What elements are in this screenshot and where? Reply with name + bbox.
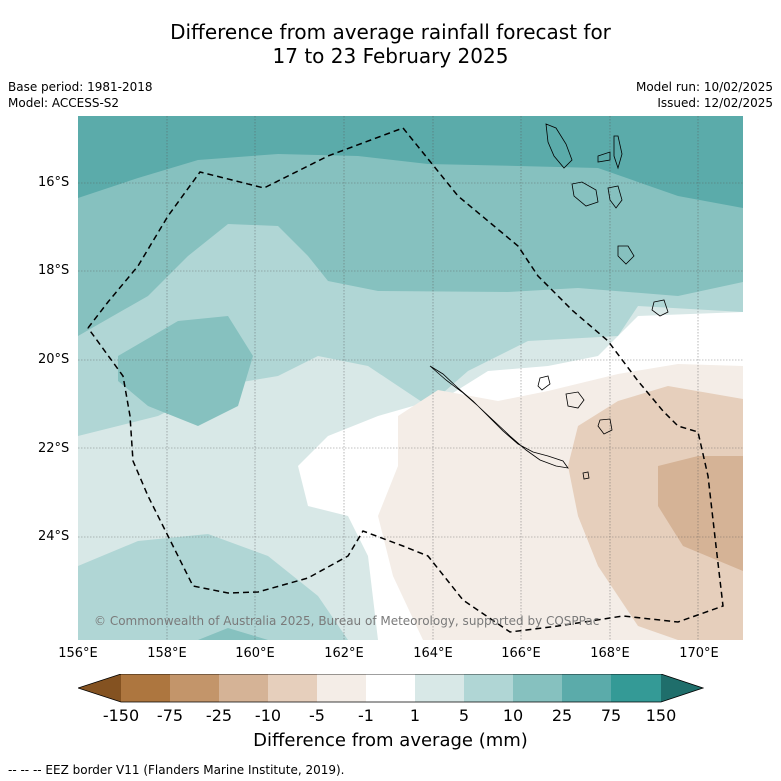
- colorbar-swatch-0: [78, 674, 121, 702]
- loyalty-island-1: [537, 375, 551, 391]
- colorbar-swatch-7: [415, 674, 464, 702]
- map-panel: © Commonwealth of Australia 2025, Bureau…: [78, 116, 743, 640]
- vanuatu-island-2: [571, 181, 599, 207]
- colorbar-swatch-6: [366, 674, 415, 702]
- title-line-1: Difference from average rainfall forecas…: [170, 20, 611, 44]
- eez-border: [87, 127, 724, 633]
- colorbar-tick: 150: [645, 706, 677, 725]
- issued-text: Issued: 12/02/2025: [657, 96, 773, 110]
- colorbar-swatch-3: [219, 674, 268, 702]
- lon-label-166e: 166°E: [501, 646, 541, 661]
- lon-label-160e: 160°E: [235, 646, 275, 661]
- lon-label-170e: 170°E: [679, 646, 719, 661]
- isolated-island: [582, 471, 590, 480]
- band-25-75-west: [118, 316, 253, 426]
- title-line-2: 17 to 23 February 2025: [272, 44, 509, 68]
- rainfall-map: [78, 116, 743, 640]
- colorbar-tick: -1: [358, 706, 374, 725]
- lat-label-22s: 22°S: [38, 441, 70, 456]
- loyalty-island-3: [597, 418, 613, 435]
- band-75-150: [78, 116, 743, 208]
- lon-label-156e: 156°E: [58, 646, 98, 661]
- new-caledonia-island: [429, 365, 569, 469]
- lat-label-16s: 16°S: [38, 175, 70, 190]
- colorbar-swatch-2: [170, 674, 219, 702]
- colorbar-swatch-5: [317, 674, 366, 702]
- vanuatu-island-7: [651, 299, 669, 317]
- lat-label-20s: 20°S: [38, 352, 70, 367]
- colorbar-tick: 10: [502, 706, 524, 725]
- colorbar-tick: -5: [309, 706, 325, 725]
- band-minus25-minus10: [658, 456, 743, 571]
- band-25-75-south: [198, 628, 268, 640]
- colorbar-tick: 5: [458, 706, 470, 725]
- colorbar-tick: -10: [254, 706, 282, 725]
- lat-label-24s: 24°S: [38, 529, 70, 544]
- lon-label-162e: 162°E: [324, 646, 364, 661]
- copyright-notice: © Commonwealth of Australia 2025, Bureau…: [94, 614, 600, 628]
- lat-label-18s: 18°S: [38, 263, 70, 278]
- band-10-25-south: [78, 534, 348, 640]
- colorbar-swatch-12: [661, 674, 703, 702]
- vanuatu-island-6: [617, 245, 635, 265]
- colorbar-tick: -25: [205, 706, 233, 725]
- grid-lines: [78, 116, 743, 640]
- colorbar-swatch-8: [464, 674, 513, 702]
- colorbar-swatch-1: [121, 674, 170, 702]
- eez-footnote: -- -- -- EEZ border V11 (Flanders Marine…: [8, 763, 345, 777]
- lon-label-164e: 164°E: [413, 646, 453, 661]
- meta-right: Model run: 10/02/2025 Issued: 12/02/2025: [636, 79, 773, 111]
- colorbar-title: Difference from average (mm): [253, 730, 528, 751]
- colorbar-tick: 75: [600, 706, 622, 725]
- vanuatu-island-3: [597, 151, 611, 163]
- chart-title: Difference from average rainfall forecas…: [0, 20, 781, 68]
- band-25-75: [78, 116, 743, 336]
- colorbar-swatch-10: [562, 674, 611, 702]
- lon-label-158e: 158°E: [147, 646, 187, 661]
- colorbar-tick: -150: [102, 706, 140, 725]
- loyalty-island-2: [565, 391, 585, 409]
- colorbar-swatch-4: [268, 674, 317, 702]
- meta-left: Base period: 1981-2018 Model: ACCESS-S2: [8, 79, 153, 111]
- lon-label-168e: 168°E: [590, 646, 630, 661]
- colorbar-tick: -75: [156, 706, 184, 725]
- colorbar-tick: 1: [409, 706, 421, 725]
- vanuatu-island-4: [613, 135, 623, 170]
- model-run-text: Model run: 10/02/2025: [635, 80, 773, 94]
- model-text: Model: ACCESS-S2: [8, 96, 120, 110]
- colorbar-tick: 25: [551, 706, 573, 725]
- vanuatu-island-1: [545, 123, 573, 169]
- colorbar-swatch-11: [611, 674, 661, 702]
- colorbar: [78, 674, 704, 703]
- base-period-text: Base period: 1981-2018: [8, 80, 153, 94]
- band-minus10-minus5: [568, 386, 743, 640]
- colorbar-outline: [78, 674, 704, 703]
- colorbar-swatch-9: [513, 674, 562, 702]
- vanuatu-island-5: [607, 185, 623, 209]
